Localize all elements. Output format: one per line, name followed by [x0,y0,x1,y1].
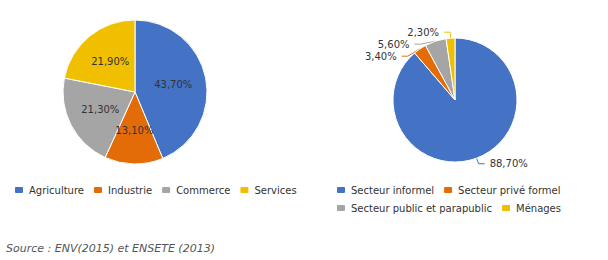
svg-text:13,10%: 13,10% [115,125,153,136]
svg-text:43,70%: 43,70% [154,79,192,90]
svg-text:3,40%: 3,40% [365,51,397,62]
svg-text:5,60%: 5,60% [378,39,410,50]
svg-text:Ménages: Ménages [516,203,561,214]
svg-text:Commerce: Commerce [176,185,230,196]
svg-text:88,70%: 88,70% [490,158,528,169]
svg-text:21,30%: 21,30% [81,104,119,115]
svg-text:Agriculture: Agriculture [29,185,84,196]
svg-text:21,90%: 21,90% [91,56,129,67]
svg-text:Secteur privé formel: Secteur privé formel [458,185,560,196]
svg-text:Services: Services [254,185,296,196]
svg-text:Secteur informel: Secteur informel [351,185,434,196]
svg-text:2,30%: 2,30% [407,27,439,38]
svg-text:Secteur public et parapublic: Secteur public et parapublic [351,203,492,214]
svg-text:Industrie: Industrie [108,185,152,196]
svg-text:Source : ENV(2015) et ENSETE (: Source : ENV(2015) et ENSETE (2013) [6,242,215,255]
